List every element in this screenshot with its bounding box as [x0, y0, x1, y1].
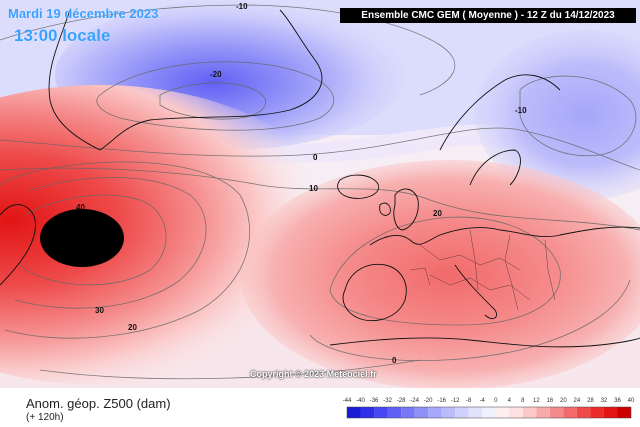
legend-swatch [455, 407, 469, 418]
greenland-coast [48, 9, 323, 151]
legend-swatch [374, 407, 388, 418]
copyright-notice: Copyright © 2023 Meteociel.fr [250, 369, 377, 379]
legend-swatch [563, 407, 577, 418]
legend-tick-label: 8 [521, 398, 525, 404]
contour-line [14, 177, 207, 309]
legend-swatch [522, 407, 537, 418]
contour-line [159, 82, 266, 120]
legend-tick-label: -16 [437, 398, 446, 404]
legend-tick-label: -12 [451, 398, 460, 404]
contour-line [519, 75, 637, 157]
legend-swatch [549, 407, 564, 418]
contour-label: 0 [313, 153, 318, 162]
legend-swatch [441, 407, 456, 418]
contour-label-group: -10 -20 0 10 -10 40 30 20 20 0 [76, 2, 527, 365]
legend-swatch [617, 407, 631, 418]
contour-lines [0, 4, 640, 380]
legend-tick-label: 12 [533, 398, 540, 404]
legend-swatch [590, 407, 604, 418]
legend-tick-label: -4 [480, 398, 486, 404]
legend-swatch [536, 407, 550, 418]
legend-swatch [387, 407, 402, 418]
contour-label: -10 [515, 106, 527, 115]
legend-swatch [495, 407, 510, 418]
legend-tick-label: -28 [397, 398, 406, 404]
europe-high [240, 160, 640, 388]
legend-swatch [482, 407, 496, 418]
legend-tick-label: -20 [424, 398, 433, 404]
contour-line [329, 216, 561, 326]
mediterranean-south [329, 337, 640, 348]
legend-tick-label: 36 [614, 398, 621, 404]
model-run-info: Ensemble CMC GEM ( Moyenne ) - 12 Z du 1… [340, 8, 636, 23]
russia-low [475, 30, 640, 200]
contour-line [0, 161, 251, 339]
north-america-coast [0, 204, 36, 286]
country-borders [409, 229, 556, 311]
contour-line [0, 4, 455, 96]
contour-label: -20 [210, 70, 222, 79]
map-date: Mardi 19 décembre 2023 [8, 6, 159, 21]
parameter-name: Anom. géop. Z500 (dam) [26, 396, 171, 411]
contour-line [96, 61, 335, 131]
legend-tick-label: -44 [343, 398, 352, 404]
legend-tick-label: 40 [628, 398, 635, 404]
anomaly-map: -10 -20 0 10 -10 40 30 20 20 0 [0, 0, 640, 388]
legend-swatch [576, 407, 591, 418]
legend-tick-label: -32 [383, 398, 392, 404]
legend-swatch [347, 407, 361, 418]
map-local-time: 13:00 locale [14, 26, 111, 45]
legend-swatch [603, 407, 618, 418]
legend-swatch [428, 407, 442, 418]
contour-line [0, 167, 640, 231]
contour-label: 20 [433, 209, 442, 218]
contour-label: 20 [128, 323, 137, 332]
legend-tick-label: -36 [370, 398, 379, 404]
contour-line [19, 194, 167, 286]
legend-swatch [401, 407, 415, 418]
legend-swatch [468, 407, 483, 418]
lead-time: (+ 120h) [26, 412, 64, 423]
legend-tick-label: 24 [574, 398, 581, 404]
italy-coast [454, 264, 497, 320]
scandinavia-coast [439, 74, 561, 186]
contour-line [309, 279, 631, 361]
atlantic-high-core [40, 209, 124, 267]
british-isles-coast [379, 188, 419, 231]
contour-label: 30 [95, 306, 104, 315]
iceland-coast [337, 174, 380, 199]
legend-swatch [509, 407, 523, 418]
iberia-coast [342, 263, 407, 322]
legend-tick-label: 20 [560, 398, 567, 404]
contour-label: 0 [392, 356, 397, 365]
legend-tick-label: 4 [508, 398, 512, 404]
contour-line [39, 359, 421, 380]
contour-label: 40 [76, 203, 85, 212]
legend-frame [346, 406, 632, 419]
legend-tick-label: 28 [587, 398, 594, 404]
contour-label: 10 [309, 184, 318, 193]
europe-coast [369, 226, 640, 246]
contour-label: -10 [236, 2, 248, 11]
color-scale-legend: -44 -40 -36 -32 -28 -24 -20 -16 -12 -8 -4 0 4 8 12 16 20… [343, 398, 635, 419]
legend-tick-label: -40 [356, 398, 365, 404]
contour-line [0, 127, 640, 171]
legend-tick-label: -24 [410, 398, 419, 404]
legend-tick-label: 0 [494, 398, 498, 404]
legend-swatch [360, 407, 375, 418]
legend-tick-label: 32 [601, 398, 608, 404]
legend-tick-label: 16 [547, 398, 554, 404]
legend-swatch [414, 407, 429, 418]
coastlines [0, 9, 640, 348]
legend-tick-label: -8 [466, 398, 472, 404]
